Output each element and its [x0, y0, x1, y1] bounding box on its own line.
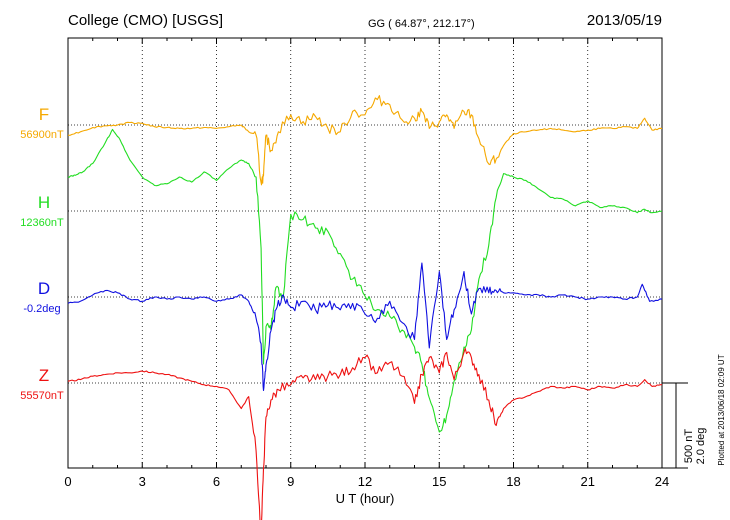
baseline-value-z: 55570nT: [20, 390, 64, 402]
series-line-h: [67, 128, 663, 433]
series-line-f: [67, 95, 663, 186]
date-label: 2013/05/19: [587, 12, 662, 29]
baseline-value-f: 56900nT: [20, 129, 64, 141]
x-tick-label: 9: [287, 474, 294, 489]
component-labels: F 56900nT H 12360nT D -0.2deg Z 55570nT: [20, 105, 64, 402]
grid-lines: [141, 38, 589, 468]
component-label-d: D: [38, 279, 50, 298]
x-tick-label: 18: [506, 474, 520, 489]
component-label-h: H: [38, 193, 50, 212]
series-group: [67, 95, 663, 520]
x-tick-label: 24: [655, 474, 669, 489]
x-tick-label: 21: [581, 474, 595, 489]
x-tick-label: 12: [358, 474, 372, 489]
x-axis-ticks: [67, 38, 663, 468]
plotted-at-label: Plotted at 2013/06/18 02:09 UT: [717, 354, 726, 465]
series-line-d: [67, 262, 663, 392]
x-tick-label: 6: [213, 474, 220, 489]
x-tick-label: 15: [432, 474, 446, 489]
coordinates-label: GG ( 64.87°, 212.17°): [368, 18, 475, 30]
x-tick-label: 3: [139, 474, 146, 489]
scale-nt-label: 500 nT: [683, 429, 695, 464]
series-line-z: [67, 347, 662, 520]
x-axis-label: U T (hour): [336, 491, 395, 506]
station-title: College (CMO) [USGS]: [68, 12, 223, 29]
x-tick-label: 0: [64, 474, 71, 489]
component-label-f: F: [39, 105, 49, 124]
baseline-value-d: -0.2deg: [23, 303, 60, 315]
x-axis-tick-labels: 0 3 6 9 12 15 18 21 24: [64, 474, 669, 489]
component-label-z: Z: [39, 366, 49, 385]
baseline-value-h: 12360nT: [20, 217, 64, 229]
scale-deg-label: 2.0 deg: [695, 428, 707, 465]
